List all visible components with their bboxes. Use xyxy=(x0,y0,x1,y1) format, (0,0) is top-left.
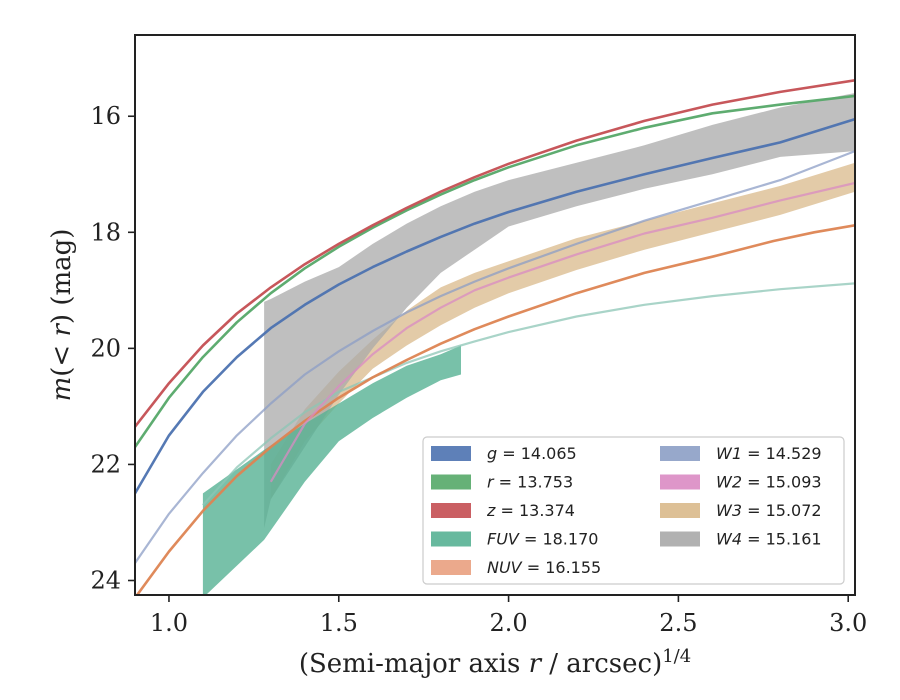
y-tick-label: 20 xyxy=(90,334,121,362)
legend-item: W4 = 15.161 xyxy=(660,530,822,549)
legend: g = 14.065 r = 13.753 z = 13.374 FUV = 18.1… xyxy=(422,436,845,585)
x-tick-label: 1.5 xyxy=(320,609,358,637)
y-tick-label: 24 xyxy=(90,566,121,594)
legend-swatch xyxy=(431,446,471,461)
legend-label: FUV = 18.170 xyxy=(487,530,598,549)
series-nuv-line xyxy=(135,224,855,595)
legend-label: W3 = 15.072 xyxy=(716,501,822,520)
legend-item: NUV = 16.155 xyxy=(431,558,601,577)
x-axis: 1.0 1.5 2.0 2.5 3.0 xyxy=(150,595,867,637)
legend-label: W2 = 15.093 xyxy=(716,473,822,492)
plot-frame xyxy=(134,34,856,596)
legend-swatch xyxy=(660,474,700,490)
legend-box xyxy=(422,436,845,585)
legend-swatch xyxy=(431,503,471,518)
y-tick-label: 16 xyxy=(90,102,121,130)
legend-label: z = 13.374 xyxy=(486,501,575,520)
plot-area xyxy=(135,79,855,595)
legend-label: W4 = 15.161 xyxy=(716,530,822,549)
legend-item: z = 13.374 xyxy=(431,501,575,520)
legend-label: r = 13.753 xyxy=(487,473,573,492)
y-tick-label: 22 xyxy=(90,450,121,478)
legend-item: FUV = 18.170 xyxy=(431,530,598,549)
legend-item: g = 14.065 xyxy=(431,444,577,463)
legend-swatch xyxy=(431,560,471,575)
y-tick-label: 18 xyxy=(90,218,121,246)
legend-label: NUV = 16.155 xyxy=(487,558,601,577)
y-axis-label: mm((< r) (mag) xyxy=(47,229,77,402)
series-z-line xyxy=(135,79,855,428)
legend-swatch xyxy=(431,474,471,490)
legend-item: W2 = 15.093 xyxy=(660,473,822,492)
legend-swatch xyxy=(660,531,700,547)
y-axis: 16 18 20 22 24 xyxy=(90,102,135,594)
legend-item: W1 = 14.529 xyxy=(660,444,822,463)
series-g-line xyxy=(135,117,855,495)
legend-swatch xyxy=(431,531,471,547)
legend-label: g = 14.065 xyxy=(487,444,577,463)
legend-swatch xyxy=(660,446,700,461)
legend-swatch xyxy=(660,503,700,518)
x-tick-label: 2.5 xyxy=(659,609,697,637)
series-w2-line xyxy=(269,181,855,483)
x-tick-label: 2.0 xyxy=(489,609,527,637)
series-w1-line xyxy=(135,150,855,564)
legend-item: r = 13.753 xyxy=(431,473,573,492)
x-axis-label: (Semi-major axis r / arcsec)1/4 xyxy=(299,646,691,679)
legend-item: W3 = 15.072 xyxy=(660,501,822,520)
x-tick-label: 1.0 xyxy=(150,609,188,637)
series-fuv-line xyxy=(202,282,855,506)
legend-label: W1 = 14.529 xyxy=(716,444,822,463)
series-r-line xyxy=(135,94,855,448)
band-fuv-band xyxy=(202,345,461,595)
x-tick-label: 3.0 xyxy=(829,609,867,637)
